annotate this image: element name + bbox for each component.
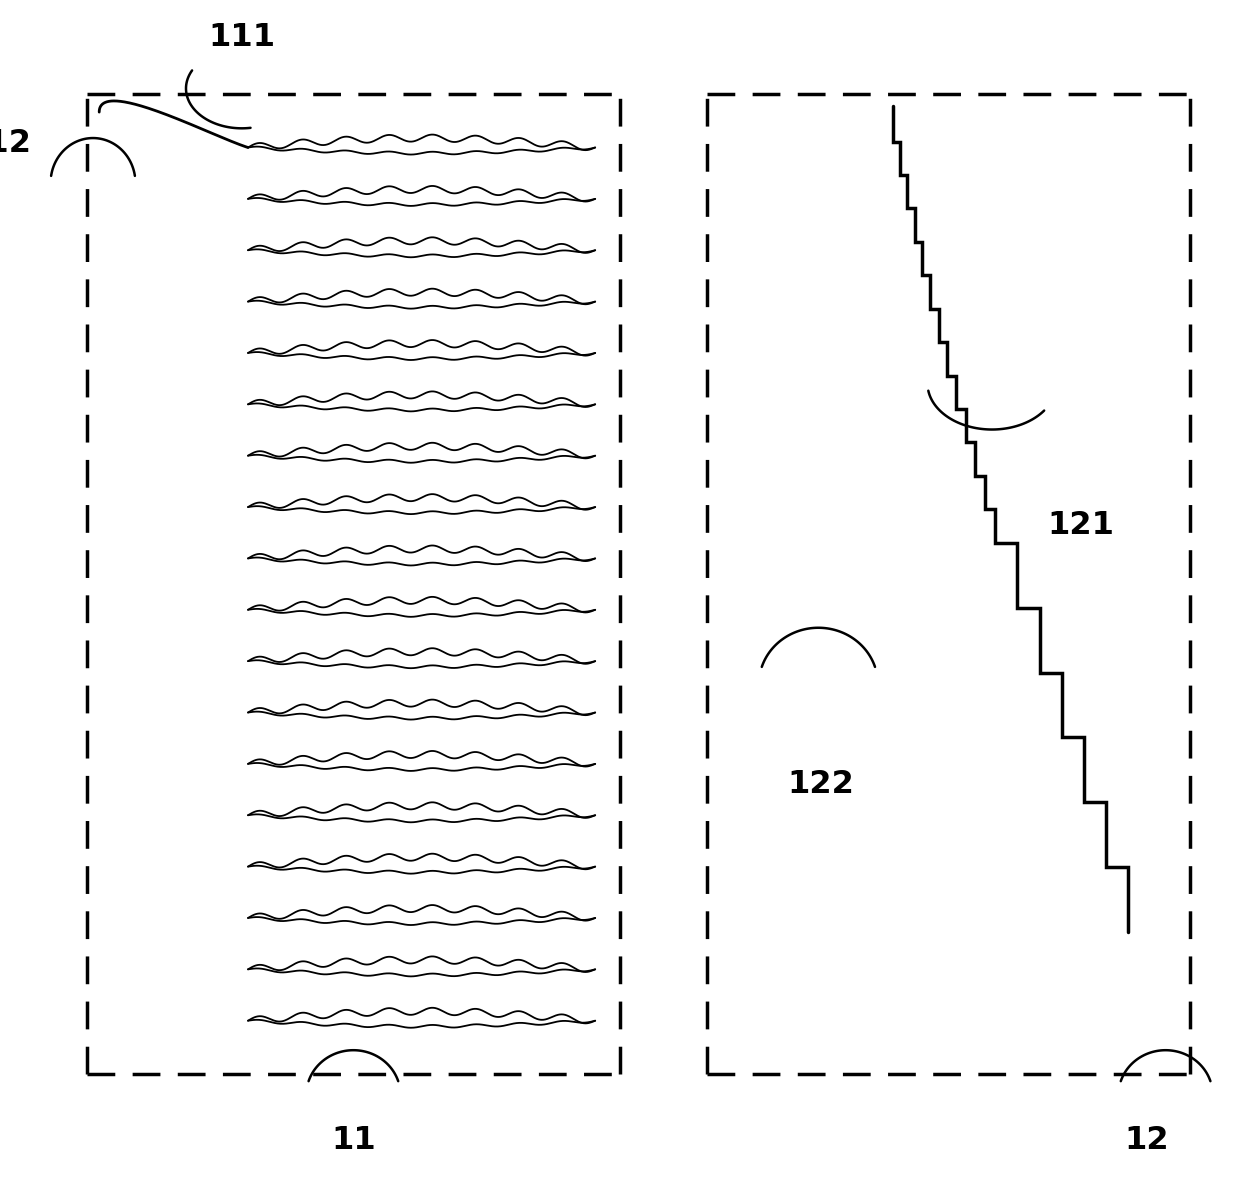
Text: 111: 111 bbox=[208, 22, 275, 53]
Text: 122: 122 bbox=[787, 769, 854, 800]
Text: 112: 112 bbox=[0, 129, 31, 159]
Text: 12: 12 bbox=[1125, 1126, 1169, 1156]
Text: 11: 11 bbox=[331, 1126, 376, 1156]
Text: 121: 121 bbox=[1048, 510, 1115, 540]
